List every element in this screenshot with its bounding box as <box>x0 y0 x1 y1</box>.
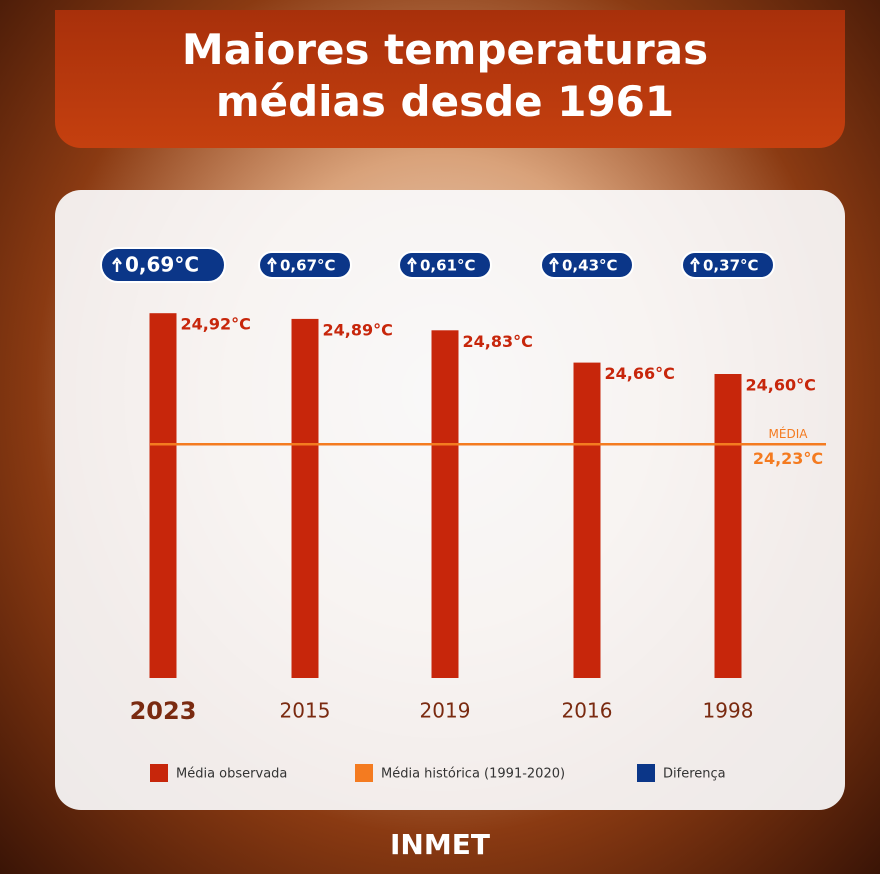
legend-label: Média histórica (1991-2020) <box>381 767 565 782</box>
source: INMET <box>390 828 490 861</box>
bar <box>291 318 319 678</box>
arrow-icon <box>690 257 700 272</box>
bar <box>573 362 601 678</box>
difference-badge <box>398 251 492 279</box>
difference-label: 0,37°C <box>703 257 759 275</box>
arrow-icon <box>549 257 559 272</box>
bar <box>431 330 459 678</box>
bar <box>714 374 742 678</box>
bar-value-label: 24,89°C <box>323 320 393 339</box>
legend-label: Média observada <box>176 767 287 782</box>
difference-label: 0,69°C <box>125 253 199 277</box>
category-label: 2019 <box>420 699 471 723</box>
category-label: 2015 <box>280 699 331 723</box>
chart-title: Maiores temperaturas médias desde 1961 <box>181 25 709 126</box>
difference-badge <box>681 251 775 279</box>
difference-label: 0,67°C <box>280 257 336 275</box>
difference-label: 0,61°C <box>420 257 476 275</box>
difference-label: 0,43°C <box>562 257 618 275</box>
bar-value-label: 24,60°C <box>746 376 816 395</box>
legend-swatch <box>637 764 655 782</box>
bar <box>149 313 177 678</box>
category-label: 2023 <box>130 697 197 725</box>
arrow-icon <box>112 257 122 272</box>
bar-value-label: 24,92°C <box>181 315 251 334</box>
difference-badge <box>540 251 634 279</box>
bar-value-label: 24,66°C <box>605 364 675 383</box>
legend-swatch <box>355 764 373 782</box>
reference-caption: MÉDIA <box>769 426 809 441</box>
title-banner <box>55 10 845 148</box>
arrow-icon <box>407 257 417 272</box>
category-label: 1998 <box>703 699 754 723</box>
arrow-icon <box>267 257 277 272</box>
legend-label: Diferença <box>663 767 726 782</box>
category-label: 2016 <box>562 699 613 723</box>
legend-swatch <box>150 764 168 782</box>
difference-badge <box>100 247 226 283</box>
difference-badge <box>258 251 352 279</box>
bar-value-label: 24,83°C <box>463 332 533 351</box>
reference-value-label: 24,23°C <box>753 449 823 468</box>
